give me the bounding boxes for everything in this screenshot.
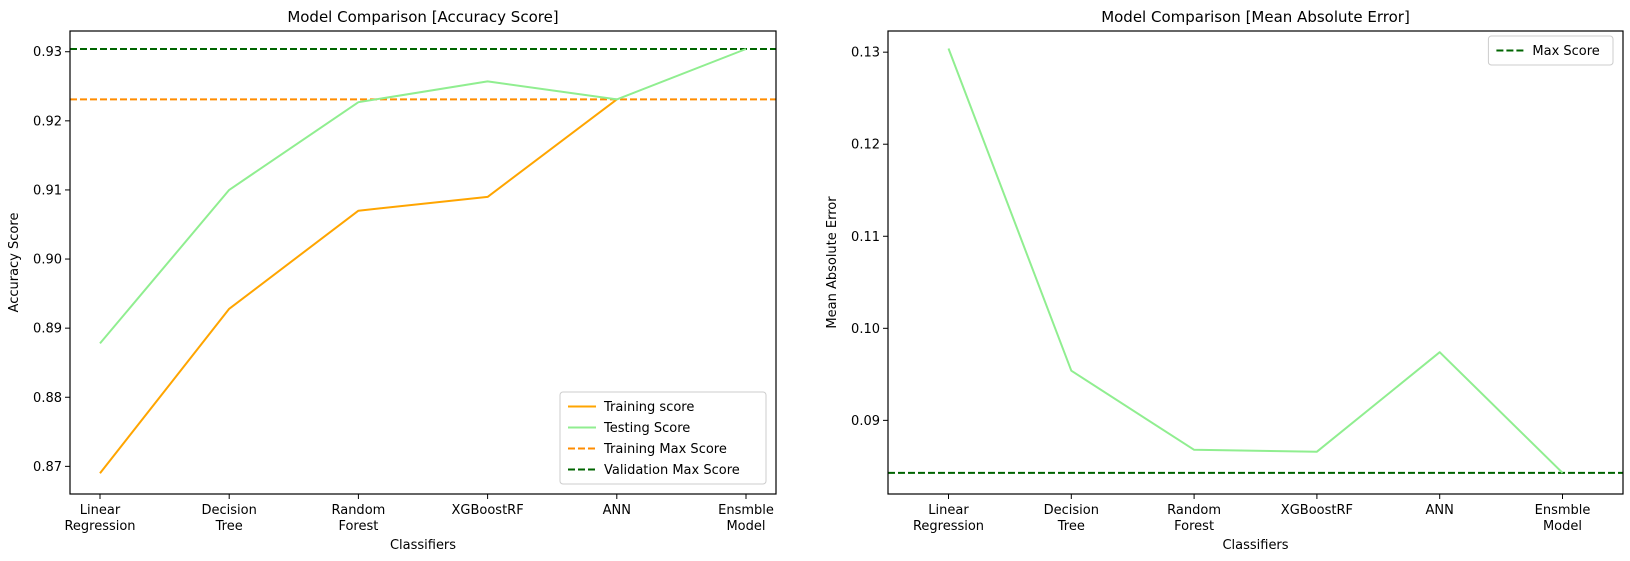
x-tick-label: Random Forest <box>1167 503 1221 534</box>
chart-title: Model Comparison [Mean Absolute Error] <box>1101 8 1410 26</box>
series-line <box>99 48 747 345</box>
y-tick-label: 0.13 <box>851 46 880 61</box>
series-line <box>99 98 618 474</box>
chart-title: Model Comparison [Accuracy Score] <box>287 8 558 26</box>
x-axis-label: Classifiers <box>390 538 456 553</box>
legend-label: Validation Max Score <box>604 463 740 478</box>
legend-label: Training score <box>603 400 694 415</box>
plot-frame <box>69 30 777 495</box>
x-tick-label: ANN <box>603 503 631 518</box>
y-tick-label: 0.09 <box>851 414 880 429</box>
x-tick-label: Random Forest <box>331 503 385 534</box>
x-axis-label: Classifiers <box>1222 538 1288 553</box>
y-axis-label: Mean Absolute Error <box>825 196 840 329</box>
y-axis-label: Accuracy Score <box>7 213 22 313</box>
y-tick-label: 0.90 <box>33 253 62 268</box>
y-tick-label: 0.89 <box>33 322 62 337</box>
chart-panel-2: Model Comparison [Mean Absolute Error] Me… <box>825 8 1624 553</box>
y-tick-label: 0.92 <box>33 114 62 129</box>
x-tick-label: XGBoostRF <box>1281 503 1353 518</box>
x-tick-label: Decision Tree <box>1044 503 1099 534</box>
x-tick-label: Ensmble Model <box>1535 503 1591 534</box>
y-tick-label: 0.88 <box>33 391 62 406</box>
x-tick-label: Decision Tree <box>202 503 257 534</box>
legend-label: Max Score <box>1532 44 1599 59</box>
x-tick-label: ANN <box>1426 503 1454 518</box>
legend: Training score Testing Score Training Max … <box>559 391 767 485</box>
legend-box <box>559 391 767 485</box>
legend: Max Score <box>1487 35 1614 66</box>
legend-label: Training Max Score <box>603 442 727 457</box>
y-tick-label: 0.93 <box>33 45 62 60</box>
y-tick-label: 0.11 <box>851 230 880 245</box>
chart-panel-1: Model Comparison [Accuracy Score] Accurac… <box>7 8 777 553</box>
x-tick-label: XGBoostRF <box>452 503 524 518</box>
plot-frame <box>887 30 1624 495</box>
series-line <box>947 48 1564 474</box>
y-tick-label: 0.10 <box>851 322 880 337</box>
y-tick-label: 0.91 <box>33 183 62 198</box>
y-tick-label: 0.12 <box>851 138 880 153</box>
x-tick-label: Linear Regression <box>64 503 135 534</box>
y-tick-label: 0.87 <box>33 460 62 475</box>
x-tick-label: Ensmble Model <box>718 503 774 534</box>
legend-label: Testing Score <box>603 421 690 436</box>
legend-box <box>1487 35 1614 66</box>
x-tick-label: Linear Regression <box>913 503 984 534</box>
